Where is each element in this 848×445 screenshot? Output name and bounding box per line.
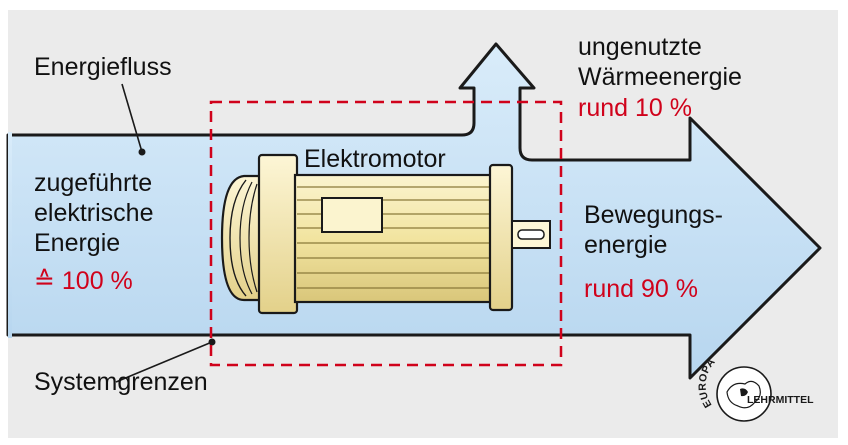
europa-lehrmittel-logo: EUROPA LEHRMITTEL	[697, 356, 814, 422]
input-energy-value: ≙ 100 %	[34, 267, 133, 295]
motor-front-flange	[488, 163, 514, 312]
input-energy-line-1: zugeführte	[34, 169, 153, 197]
heat-energy-label: ungenutzte Wärmeenergie	[578, 32, 742, 92]
input-energy-label: zugeführte elektrische Energie	[34, 168, 154, 258]
heat-energy-line-2: Wärmeenergie	[578, 63, 742, 91]
energiefluss-leader	[121, 83, 143, 153]
motor-rear-flange	[257, 153, 299, 315]
systemgrenzen-label: Systemgrenzen	[34, 368, 208, 396]
motion-energy-line-2: energie	[584, 231, 668, 259]
energiefluss-label: Energiefluss	[34, 53, 172, 81]
electric-motor	[220, 153, 551, 315]
heat-energy-value: rund 10 %	[578, 94, 692, 122]
motor-rear-cap	[220, 174, 264, 302]
motor-rear-ribs	[229, 179, 247, 297]
systemgrenzen-leader	[115, 341, 213, 383]
motion-energy-label: Bewegungs- energie	[584, 200, 723, 260]
motor-terminal-box	[321, 197, 383, 233]
energiefluss-dot	[138, 148, 146, 156]
motion-energy-line-1: Bewegungs-	[584, 201, 723, 229]
flow-entry	[8, 132, 12, 338]
elektromotor-label: Elektromotor	[304, 145, 446, 173]
input-energy-line-2: elektrische	[34, 199, 154, 227]
motor-shaft-key	[517, 229, 545, 240]
motor-body	[293, 173, 495, 304]
input-energy-line-3: Energie	[34, 229, 121, 257]
logo-side-text: LEHRMITTEL	[747, 394, 814, 406]
heat-energy-line-1: ungenutzte	[578, 33, 702, 61]
motion-energy-value: rund 90 %	[584, 275, 698, 303]
systemgrenzen-dot	[208, 338, 216, 346]
